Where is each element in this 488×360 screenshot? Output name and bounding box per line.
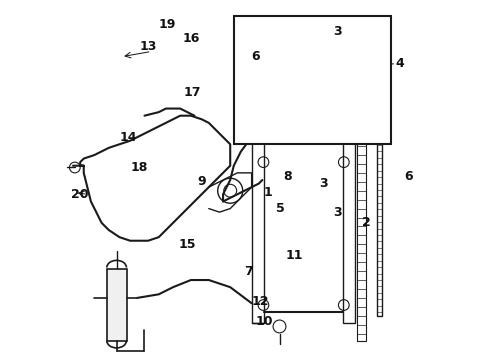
Text: 2: 2 bbox=[361, 216, 369, 229]
Text: 16: 16 bbox=[182, 32, 199, 45]
Bar bbox=[251, 123, 264, 323]
Text: 20: 20 bbox=[71, 188, 89, 201]
Text: 7: 7 bbox=[243, 265, 252, 278]
Text: 3: 3 bbox=[332, 25, 341, 38]
Text: 19: 19 bbox=[159, 18, 176, 31]
Text: 8: 8 bbox=[283, 170, 291, 183]
Text: 10: 10 bbox=[255, 315, 272, 328]
Bar bbox=[262, 134, 344, 312]
Text: 14: 14 bbox=[120, 131, 137, 144]
Text: 12: 12 bbox=[251, 295, 269, 308]
Text: 5: 5 bbox=[275, 202, 284, 215]
Text: 18: 18 bbox=[130, 161, 147, 174]
Bar bbox=[107, 269, 126, 341]
Bar bbox=[262, 134, 344, 312]
Bar bbox=[356, 137, 365, 341]
Text: 6: 6 bbox=[404, 170, 412, 183]
Bar bbox=[376, 130, 381, 316]
Bar bbox=[233, 16, 390, 144]
Text: 17: 17 bbox=[183, 86, 201, 99]
Bar bbox=[342, 123, 354, 323]
Text: 15: 15 bbox=[178, 238, 196, 251]
Text: 3: 3 bbox=[318, 177, 327, 190]
Text: 13: 13 bbox=[139, 40, 157, 53]
Circle shape bbox=[274, 75, 282, 82]
Text: 1: 1 bbox=[263, 186, 271, 199]
Text: 9: 9 bbox=[197, 175, 205, 188]
Text: 11: 11 bbox=[285, 248, 303, 261]
Text: 3: 3 bbox=[332, 206, 341, 219]
Text: 6: 6 bbox=[250, 50, 259, 63]
Text: 4: 4 bbox=[395, 57, 404, 71]
